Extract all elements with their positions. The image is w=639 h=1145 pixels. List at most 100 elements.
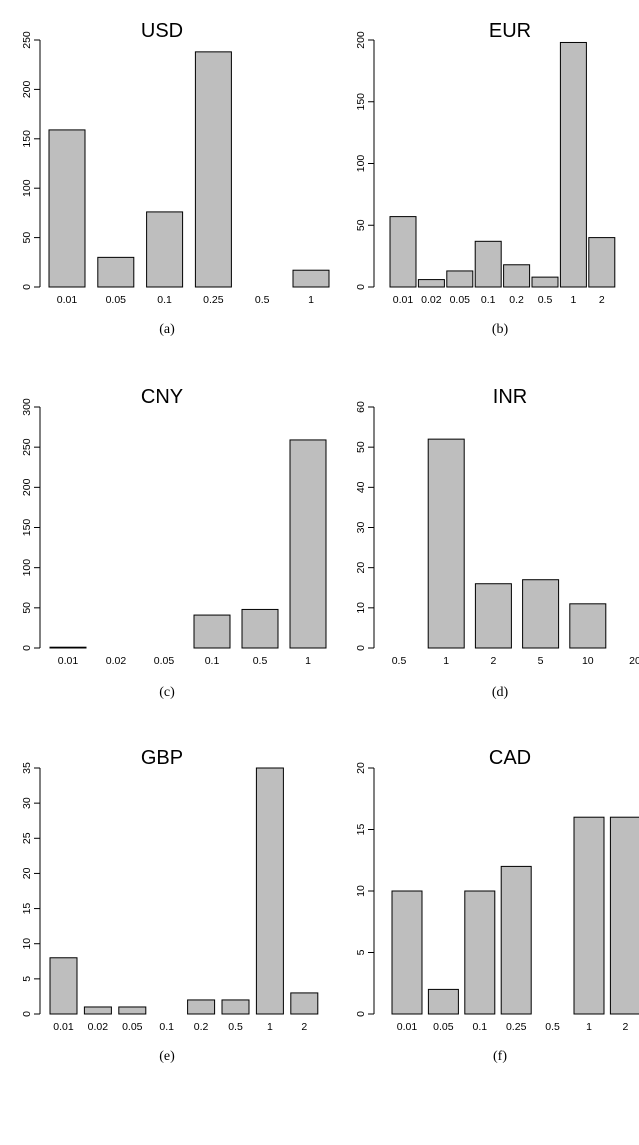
bar-0.2 bbox=[187, 999, 216, 1015]
chart-title: INR bbox=[493, 386, 527, 408]
x-tick-label: 1 bbox=[267, 1021, 273, 1033]
x-tick-label: 20 bbox=[629, 655, 639, 667]
bar-0.01 bbox=[49, 957, 78, 1015]
y-tick-label: 150 bbox=[21, 519, 33, 537]
y-tick-label: 50 bbox=[21, 602, 33, 614]
y-tick-label: 15 bbox=[355, 824, 367, 836]
x-tick-label: 1 bbox=[443, 655, 449, 667]
x-tick-label: 0.5 bbox=[392, 655, 407, 667]
x-tick-label: 0.2 bbox=[194, 1021, 209, 1033]
bar-1 bbox=[427, 438, 465, 649]
bar-0.01 bbox=[48, 129, 86, 288]
bar-2 bbox=[474, 583, 512, 649]
bar-0.5 bbox=[531, 276, 559, 288]
x-tick-label: 1 bbox=[570, 294, 576, 306]
x-tick-label: 0.02 bbox=[88, 1021, 109, 1033]
bar-0.1 bbox=[464, 890, 496, 1015]
y-tick-label: 10 bbox=[355, 602, 367, 614]
panel-caption: (a) bbox=[159, 322, 175, 337]
x-tick-label: 0.5 bbox=[255, 294, 270, 306]
chart-title: EUR bbox=[489, 20, 531, 42]
y-tick-label: 300 bbox=[21, 398, 33, 416]
bar-0.01 bbox=[49, 646, 87, 649]
x-tick-label: 0.01 bbox=[397, 1021, 418, 1033]
x-tick-label: 5 bbox=[538, 655, 544, 667]
x-tick-label: 0.02 bbox=[421, 294, 442, 306]
bar-2 bbox=[588, 237, 616, 288]
y-tick-label: 0 bbox=[355, 645, 367, 651]
x-tick-label: 0.2 bbox=[509, 294, 524, 306]
y-tick-label: 50 bbox=[355, 441, 367, 453]
bar-0.5 bbox=[221, 999, 250, 1015]
y-tick-label: 35 bbox=[21, 762, 33, 774]
bar-1 bbox=[559, 41, 587, 288]
panel-caption: (f) bbox=[493, 1049, 507, 1064]
x-tick-label: 1 bbox=[305, 655, 311, 667]
y-tick-label: 100 bbox=[355, 155, 367, 173]
chart-panel-1: USD 0 50 100 150 200 250 0.01 0.05 0.1 0.25 0.5 1 (a) bbox=[21, 20, 330, 337]
x-tick-label: 0.5 bbox=[538, 294, 553, 306]
bar-0.02 bbox=[83, 1006, 112, 1015]
x-tick-label: 0.5 bbox=[228, 1021, 243, 1033]
bar-1 bbox=[292, 269, 330, 288]
bar-1 bbox=[289, 439, 327, 649]
bar-0.1 bbox=[193, 614, 231, 649]
y-tick-label: 0 bbox=[21, 284, 33, 290]
y-tick-label: 50 bbox=[21, 232, 33, 244]
x-tick-label: 0.05 bbox=[122, 1021, 143, 1033]
chart-title: GBP bbox=[141, 747, 183, 769]
y-tick-label: 20 bbox=[355, 762, 367, 774]
panel-caption: (d) bbox=[492, 685, 509, 700]
bar-0.05 bbox=[446, 270, 474, 288]
x-tick-label: 0.1 bbox=[157, 294, 172, 306]
bar-1 bbox=[255, 767, 284, 1015]
y-tick-label: 30 bbox=[355, 522, 367, 534]
panel-caption: (c) bbox=[159, 685, 175, 700]
bar-10 bbox=[569, 603, 607, 649]
chart-title: CAD bbox=[489, 747, 531, 769]
y-tick-label: 250 bbox=[21, 31, 33, 49]
y-tick-label: 30 bbox=[21, 797, 33, 809]
y-tick-label: 200 bbox=[21, 80, 33, 98]
y-tick-label: 60 bbox=[355, 401, 367, 413]
y-tick-label: 0 bbox=[21, 645, 33, 651]
x-tick-label: 0.1 bbox=[481, 294, 496, 306]
y-tick-label: 20 bbox=[355, 562, 367, 574]
y-tick-label: 40 bbox=[355, 481, 367, 493]
bar-0.05 bbox=[97, 256, 135, 288]
chart-title: CNY bbox=[141, 386, 183, 408]
bar-0.01 bbox=[391, 890, 423, 1015]
chart-panel-2: EUR 0 50 100 150 200 0.01 0.02 0.05 0.1 0.2 0.5 1 2 (b… bbox=[355, 20, 616, 337]
x-tick-label: 0.5 bbox=[545, 1021, 560, 1033]
x-tick-label: 0.05 bbox=[450, 294, 471, 306]
bar-0.01 bbox=[389, 216, 417, 288]
x-tick-label: 2 bbox=[301, 1021, 307, 1033]
y-tick-label: 250 bbox=[21, 438, 33, 456]
chart-panel-4: INR 0 10 20 30 40 50 60 0.5 1 2 5 10 20 (d) bbox=[355, 386, 639, 700]
panel-caption: (e) bbox=[159, 1049, 175, 1064]
x-tick-label: 0.25 bbox=[203, 294, 224, 306]
bar-1 bbox=[573, 816, 605, 1015]
x-tick-label: 10 bbox=[582, 655, 594, 667]
x-tick-label: 0.25 bbox=[506, 1021, 527, 1033]
y-tick-label: 5 bbox=[21, 976, 33, 982]
y-tick-label: 5 bbox=[355, 949, 367, 955]
x-tick-label: 1 bbox=[308, 294, 314, 306]
y-tick-label: 25 bbox=[21, 832, 33, 844]
y-tick-label: 10 bbox=[21, 938, 33, 950]
x-tick-label: 0.1 bbox=[472, 1021, 487, 1033]
y-tick-label: 0 bbox=[355, 1011, 367, 1017]
chart-panel-5: GBP 0 5 10 15 20 25 30 35 0.01 0.02 0.05 0.1 0.2 0.5 1 2… bbox=[21, 747, 319, 1064]
bar-5 bbox=[522, 579, 560, 649]
y-tick-label: 0 bbox=[355, 284, 367, 290]
bar-0.1 bbox=[474, 240, 502, 288]
panel-caption: (b) bbox=[492, 322, 509, 337]
bar-0.2 bbox=[503, 264, 531, 288]
y-tick-label: 200 bbox=[355, 31, 367, 49]
chart-panel-3: CNY 0 50 100 150 200 250 300 0.01 0.02 0.05 0.1 0.5 1… bbox=[21, 386, 327, 700]
y-tick-label: 20 bbox=[21, 867, 33, 879]
x-tick-label: 0.01 bbox=[53, 1021, 74, 1033]
chart-panel-6: CAD 0 5 10 15 20 0.01 0.05 0.1 0.25 0.5 1 2 (f) bbox=[355, 747, 639, 1064]
y-tick-label: 150 bbox=[21, 130, 33, 148]
x-tick-label: 0.01 bbox=[58, 655, 79, 667]
